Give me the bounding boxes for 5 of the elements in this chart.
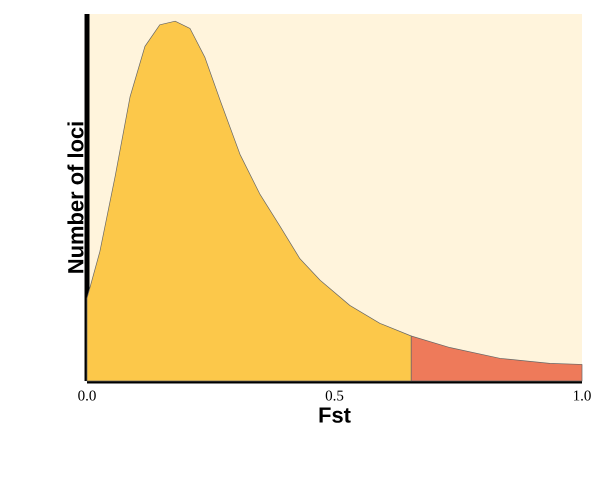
x-axis-title: Fst	[320, 407, 351, 423]
x-tick-label: 0.0	[78, 390, 96, 401]
x-tick-label: 0.5	[326, 390, 344, 401]
y-axis-title: Number of loci	[67, 122, 84, 273]
x-tick-label: 1.0	[574, 390, 591, 401]
